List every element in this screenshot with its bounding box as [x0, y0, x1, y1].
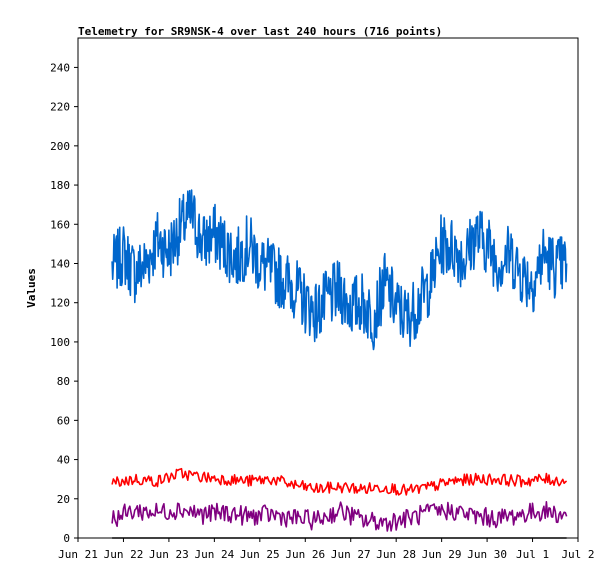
y-tick-label-0: 0 [63, 532, 70, 545]
x-tick-label-1: Jun 22 [104, 548, 144, 561]
y-axis: 0 20 40 60 80 100 120 140 160 180 200 220 240 [50, 61, 78, 545]
series-line-2 [111, 500, 568, 532]
y-tick-label-120: 120 [50, 297, 70, 310]
x-tick-label-5: Jun 26 [285, 548, 325, 561]
series-line-1 [111, 467, 568, 496]
y-tick-label-100: 100 [50, 336, 70, 349]
y-tick-label-220: 220 [50, 101, 70, 114]
y-tick-label-140: 140 [50, 257, 70, 270]
y-axis-label: Values [25, 268, 38, 308]
x-tick-label-2: Jun 23 [149, 548, 189, 561]
y-tick-label-160: 160 [50, 218, 70, 231]
x-tick-label-7: Jun 28 [376, 548, 416, 561]
x-tick-label-6: Jun 27 [331, 548, 371, 561]
y-tick-label-40: 40 [57, 454, 70, 467]
x-tick-label-0: Jun 21 [58, 548, 98, 561]
series-layer [111, 189, 568, 539]
x-tick-label-11: Jul 2 [561, 548, 594, 561]
x-tick-label-4: Jun 25 [240, 548, 280, 561]
x-axis: Jun 21 Jun 22 Jun 23 Jun 24 Jun 25 Jun 26 Jun … [58, 538, 595, 561]
y-tick-label-240: 240 [50, 61, 70, 74]
x-tick-label-10: Jul 1 [516, 548, 549, 561]
y-tick-label-60: 60 [57, 414, 70, 427]
series-line-0 [111, 189, 568, 351]
chart-title: Telemetry for SR9NSK-4 over last 240 hou… [78, 25, 442, 38]
y-tick-label-20: 20 [57, 493, 70, 506]
y-tick-label-180: 180 [50, 179, 70, 192]
y-tick-label-80: 80 [57, 375, 70, 388]
x-tick-label-9: Jun 30 [467, 548, 507, 561]
y-tick-label-200: 200 [50, 140, 70, 153]
x-tick-label-3: Jun 24 [194, 548, 234, 561]
x-tick-label-8: Jun 29 [422, 548, 462, 561]
